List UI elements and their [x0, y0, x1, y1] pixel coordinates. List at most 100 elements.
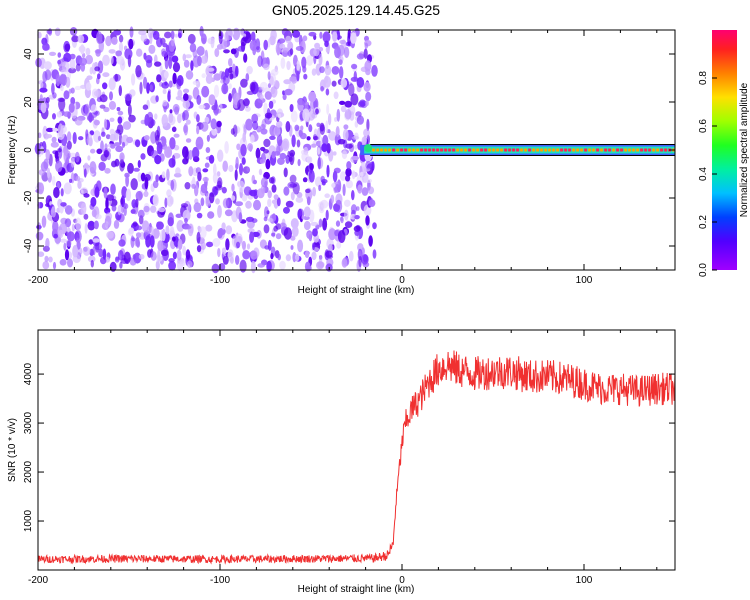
signal-peak	[616, 148, 620, 152]
noise-cell	[164, 57, 169, 70]
noise-cell	[246, 65, 253, 75]
noise-cell	[334, 117, 338, 122]
noise-cell	[45, 134, 53, 139]
noise-cell	[176, 220, 185, 232]
noise-cell	[37, 182, 45, 195]
signal-peak	[512, 148, 516, 152]
colorbar-tick-label: 0.8	[698, 71, 709, 85]
noise-cell	[185, 138, 192, 143]
noise-cell	[232, 124, 238, 137]
noise-cell	[353, 225, 361, 232]
noise-cell	[192, 48, 198, 58]
noise-cell	[308, 91, 317, 103]
noise-cell	[333, 167, 341, 174]
x-tick-label: -100	[210, 575, 230, 586]
noise-cell	[45, 97, 50, 103]
noise-cell	[292, 30, 301, 38]
noise-cell	[351, 190, 355, 201]
noise-cell	[115, 145, 124, 153]
noise-cell	[110, 55, 114, 65]
noise-cell	[135, 190, 143, 201]
noise-cell	[198, 104, 206, 110]
noise-cell	[296, 139, 301, 148]
noise-cell	[53, 233, 58, 239]
noise-cell	[268, 177, 275, 184]
noise-cell	[130, 178, 138, 191]
noise-cell	[51, 175, 56, 186]
noise-cell	[169, 109, 173, 114]
noise-cell	[52, 127, 59, 132]
signal-peak	[624, 148, 628, 152]
noise-cell	[297, 239, 304, 253]
noise-cell	[212, 172, 218, 184]
colorbar-tick-label: 0.2	[698, 215, 709, 229]
noise-cell	[366, 178, 373, 183]
noise-cell	[93, 220, 99, 230]
noise-cell	[118, 42, 124, 53]
snr-series-line	[37, 350, 676, 565]
noise-cell	[172, 62, 181, 73]
noise-cell	[325, 250, 333, 258]
noise-cell	[289, 149, 296, 157]
noise-cell	[351, 63, 358, 70]
noise-cell	[59, 238, 68, 243]
noise-cell	[119, 159, 125, 172]
noise-cell	[98, 161, 106, 171]
noise-cell	[296, 70, 300, 82]
noise-cell	[200, 241, 206, 250]
noise-cell	[239, 163, 243, 176]
noise-cell	[109, 133, 116, 142]
noise-cell	[350, 32, 357, 44]
noise-cell	[351, 135, 360, 140]
noise-cell	[302, 108, 310, 122]
noise-cell	[285, 121, 291, 133]
noise-cell	[221, 83, 229, 95]
noise-cell	[240, 78, 248, 88]
noise-cell	[208, 154, 215, 164]
signal-peak	[660, 148, 664, 152]
noise-cell	[256, 188, 265, 199]
noise-cell	[69, 27, 78, 36]
noise-cell	[165, 44, 170, 53]
noise-cell	[128, 114, 136, 123]
noise-cell	[347, 32, 351, 46]
noise-cell	[204, 162, 210, 168]
signal-peak	[508, 148, 512, 152]
noise-cell	[154, 61, 162, 67]
noise-cell	[201, 33, 207, 45]
noise-cell	[290, 245, 294, 250]
noise-cell	[72, 254, 81, 263]
noise-cell	[250, 260, 256, 274]
noise-cell	[338, 59, 343, 65]
noise-cell	[217, 205, 222, 218]
noise-cell	[143, 202, 150, 216]
noise-cell	[87, 155, 91, 161]
noise-cell	[92, 238, 100, 243]
noise-cell	[166, 195, 174, 207]
noise-cell	[94, 66, 101, 72]
noise-cell	[111, 204, 117, 212]
signal-peak	[380, 148, 384, 152]
noise-cell	[90, 148, 96, 154]
noise-cell	[240, 143, 247, 157]
noise-cell	[133, 167, 140, 172]
noise-cell	[131, 199, 137, 209]
noise-cell	[322, 217, 328, 231]
noise-cell	[238, 180, 245, 193]
noise-cell	[66, 140, 72, 150]
noise-cell	[241, 157, 246, 165]
noise-cell	[315, 108, 319, 115]
noise-cell	[282, 138, 290, 152]
noise-cell	[152, 194, 159, 207]
noise-cell	[346, 161, 352, 170]
noise-cell	[50, 141, 59, 148]
noise-cell	[93, 90, 102, 97]
noise-cell	[361, 136, 367, 145]
noise-cell	[267, 38, 271, 48]
noise-cell	[122, 121, 132, 130]
noise-cell	[343, 46, 350, 59]
noise-cell	[241, 240, 246, 250]
signal-peak	[568, 148, 572, 152]
noise-cell	[362, 261, 370, 268]
signal-peak	[584, 148, 588, 152]
